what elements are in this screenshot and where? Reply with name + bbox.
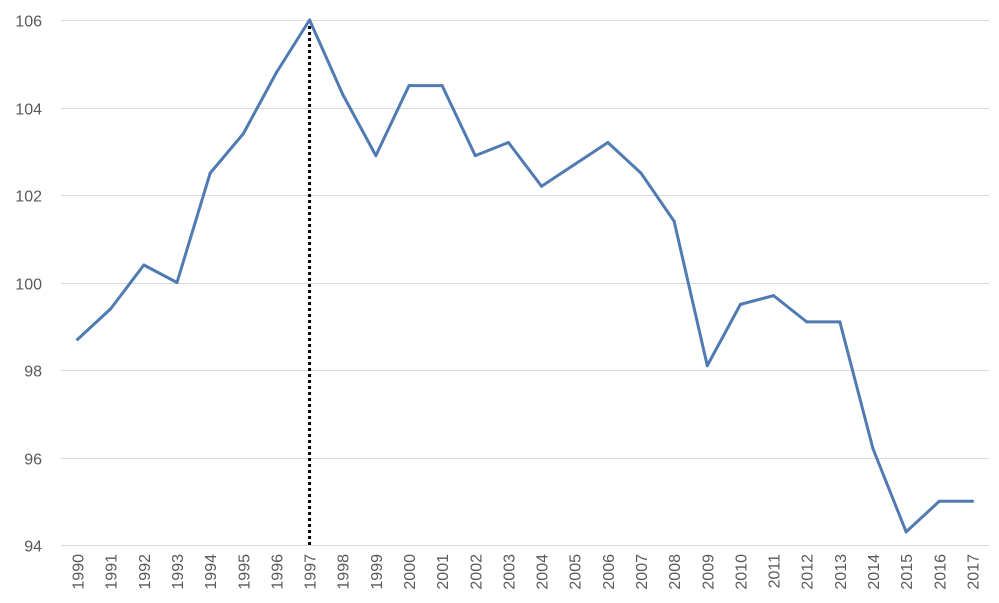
- x-tick-label: 1990: [71, 554, 88, 590]
- x-tick-label: 2013: [833, 554, 850, 590]
- x-tick-label: 1999: [369, 554, 386, 590]
- data-point: [772, 294, 776, 298]
- data-point: [506, 141, 510, 144]
- x-tick-label: 2001: [435, 554, 452, 590]
- data-point: [639, 171, 643, 175]
- x-tick-label: 2012: [800, 554, 817, 590]
- data-point: [805, 320, 809, 324]
- data-point: [904, 530, 908, 534]
- x-tick-label: 2016: [932, 554, 949, 590]
- x-tick-label: 2005: [568, 554, 585, 590]
- data-point: [109, 307, 113, 311]
- x-tick-label: 2011: [767, 554, 784, 589]
- x-tick-label: 1994: [203, 554, 220, 590]
- data-point: [274, 71, 278, 74]
- x-tick-label: 2009: [700, 554, 717, 590]
- y-tick-label: 100: [15, 277, 42, 294]
- x-tick-label: 2003: [501, 554, 518, 590]
- data-point: [407, 84, 411, 88]
- x-tick-label: 2015: [899, 554, 916, 590]
- x-tick-label: 1992: [137, 554, 154, 590]
- x-tick-label: 2008: [667, 554, 684, 590]
- data-point: [540, 184, 544, 188]
- x-tick-label: 2017: [965, 554, 982, 590]
- x-tick-label: 1993: [170, 554, 187, 590]
- x-tick-label: 2004: [535, 554, 552, 590]
- x-tick-label: 1996: [269, 554, 286, 590]
- data-point: [473, 154, 477, 158]
- data-point: [705, 364, 709, 368]
- y-tick-label: 104: [15, 102, 42, 119]
- data-point: [76, 337, 80, 341]
- series-lines: [76, 18, 974, 534]
- y-tick-labels: 94 96 98 100 102 104 106: [15, 14, 42, 556]
- data-point: [838, 320, 842, 324]
- x-tick-label: 1998: [336, 554, 353, 590]
- y-tick-label: 102: [15, 189, 42, 206]
- data-point: [142, 263, 146, 267]
- x-tick-label: 2014: [866, 554, 883, 590]
- y-tick-label: 98: [24, 364, 42, 381]
- x-tick-label: 2010: [733, 554, 750, 590]
- x-tick-label: 1991: [104, 554, 121, 590]
- data-point: [208, 171, 212, 175]
- data-point: [738, 302, 742, 306]
- data-point: [937, 499, 941, 503]
- data-point: [606, 141, 610, 144]
- y-tick-label: 106: [15, 14, 42, 31]
- x-tick-labels: 1990 1991 1992 1993 1994 1995 1996 1997 1998 1999…: [71, 554, 983, 590]
- x-tick-label: 1997: [303, 554, 320, 590]
- x-tick-label: 2000: [402, 554, 419, 590]
- data-point: [871, 447, 875, 451]
- y-tick-label: 94: [24, 539, 42, 556]
- y-tick-label: 96: [24, 452, 42, 469]
- gridlines: [61, 20, 989, 459]
- data-point: [970, 499, 974, 503]
- data-point: [374, 154, 378, 158]
- data-point: [308, 18, 312, 22]
- data-point: [573, 162, 577, 166]
- series-line-0: [76, 18, 974, 534]
- x-tick-label: 2006: [601, 554, 618, 590]
- data-point: [341, 92, 345, 96]
- x-tick-label: 2002: [468, 554, 485, 590]
- data-point: [672, 219, 676, 223]
- x-tick-label: 2007: [634, 554, 651, 590]
- data-point: [440, 84, 444, 88]
- data-point: [175, 281, 179, 284]
- x-tick-label: 1995: [236, 554, 253, 590]
- data-point: [241, 132, 245, 136]
